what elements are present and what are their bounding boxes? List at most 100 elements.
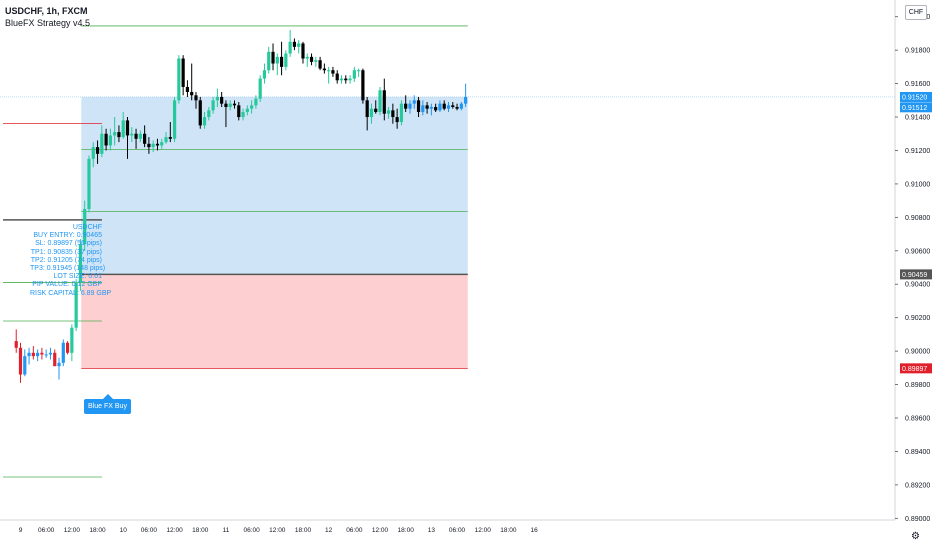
candle-body: [36, 352, 40, 357]
candle-body: [434, 107, 438, 111]
candle-body: [74, 282, 78, 328]
candle-body: [279, 56, 284, 67]
candle-body: [352, 70, 356, 79]
candle-body: [14, 341, 18, 348]
info-tp3: TP3: 0.91945 (148 pips): [30, 265, 106, 273]
x-tick-label: 06:00: [346, 527, 363, 534]
candle-body: [344, 78, 348, 81]
candle-body: [459, 103, 463, 109]
candle-body: [18, 347, 23, 375]
candle-body: [412, 100, 416, 104]
candle-body: [202, 117, 207, 126]
info-sl: SL: 0.89897 (56 pips): [35, 240, 102, 248]
candle-body: [198, 100, 202, 126]
candle-body: [83, 209, 87, 245]
info-symbol: USDCHF: [72, 224, 102, 231]
candle-body: [262, 70, 267, 79]
gear-icon[interactable]: ⚙: [911, 531, 920, 542]
y-tick-label: 0.91600: [905, 81, 930, 88]
candle-body: [365, 100, 369, 118]
candle-body: [70, 327, 74, 353]
candle-body: [190, 91, 194, 96]
y-tick-label: 0.89800: [905, 382, 930, 389]
candle-body: [224, 103, 228, 108]
price-label-box: [900, 91, 932, 102]
candle-body: [100, 133, 104, 154]
candle-body: [228, 103, 232, 108]
x-tick-label: 12:00: [166, 527, 183, 534]
candle-body: [322, 68, 326, 71]
price-label: 0.90459: [902, 272, 927, 279]
candle-body: [374, 108, 378, 113]
candle-body: [382, 90, 386, 114]
x-tick-label: 13: [428, 527, 436, 534]
candle-body: [258, 78, 262, 99]
candle-body: [438, 103, 442, 111]
y-tick-label: 0.89000: [905, 516, 930, 523]
candle-body: [446, 105, 451, 109]
currency-button[interactable]: CHF: [905, 5, 927, 20]
candle-body: [232, 103, 237, 106]
y-tick-label: 0.90000: [905, 349, 930, 356]
x-tick-label: 18:00: [500, 527, 517, 534]
candle-body: [245, 108, 249, 113]
profit-zone: [81, 96, 468, 275]
x-tick-label: 9: [19, 527, 23, 534]
candle-body: [451, 105, 455, 108]
strategy-name[interactable]: BlueFX Strategy v4.5: [5, 18, 91, 28]
candle-body: [309, 56, 314, 62]
candle-body: [386, 110, 391, 114]
candle-body: [314, 60, 318, 62]
x-tick-label: 12:00: [269, 527, 286, 534]
candle-body: [40, 352, 44, 355]
price-label-box: [900, 363, 932, 374]
candle-body: [250, 105, 254, 109]
candle-body: [53, 352, 57, 367]
candle-body: [91, 147, 95, 159]
y-tick-label: 0.90600: [905, 248, 930, 255]
candle-body: [61, 342, 65, 363]
candle-body: [113, 132, 117, 136]
y-tick-label: 0.91000: [905, 181, 930, 188]
candle-body: [455, 107, 459, 109]
candle-body: [207, 110, 211, 118]
candle-body: [275, 56, 279, 64]
candle-body: [339, 78, 344, 81]
candle-body: [215, 96, 219, 101]
x-tick-label: 12:00: [64, 527, 81, 534]
candle-body: [288, 41, 292, 54]
candle-body: [130, 133, 134, 136]
candle-body: [185, 86, 190, 92]
info-tp1: TP1: 0.90835 (37 pips): [30, 248, 102, 256]
candle-body: [134, 133, 138, 139]
candle-body: [78, 244, 83, 283]
price-label: 0.91520: [902, 94, 927, 101]
candle-body: [48, 352, 53, 355]
price-label-box: [900, 269, 932, 280]
candle-body: [147, 143, 151, 148]
x-tick-label: 18:00: [295, 527, 312, 534]
y-tick-label: 0.91200: [905, 148, 930, 155]
candle-body: [177, 58, 181, 101]
price-label-box: [900, 102, 932, 113]
candle-body: [117, 132, 121, 138]
x-tick-label: 12:00: [475, 527, 492, 534]
candle-body: [23, 356, 27, 375]
candle-body: [361, 70, 365, 101]
candle-body: [254, 98, 258, 106]
y-tick-label: 0.90200: [905, 315, 930, 322]
candle-body: [378, 90, 382, 113]
candle-body: [104, 133, 108, 146]
candle-body: [181, 58, 185, 87]
x-tick-label: 12: [325, 527, 333, 534]
x-tick-label: 12:00: [372, 527, 389, 534]
candle-body: [138, 133, 142, 139]
candle-body: [155, 143, 160, 146]
candle-body: [27, 352, 31, 357]
info-lot-size: LOT SIZE: 0.01: [53, 273, 102, 281]
candle-body: [65, 342, 70, 353]
trade-info-panel: USDCHF BUY ENTRY: 0.90465 SL: 0.89897 (5…: [30, 224, 112, 298]
info-risk-capital: RISK CAPITAL: 6.89 GBP: [30, 289, 112, 297]
candle-body: [399, 103, 404, 123]
